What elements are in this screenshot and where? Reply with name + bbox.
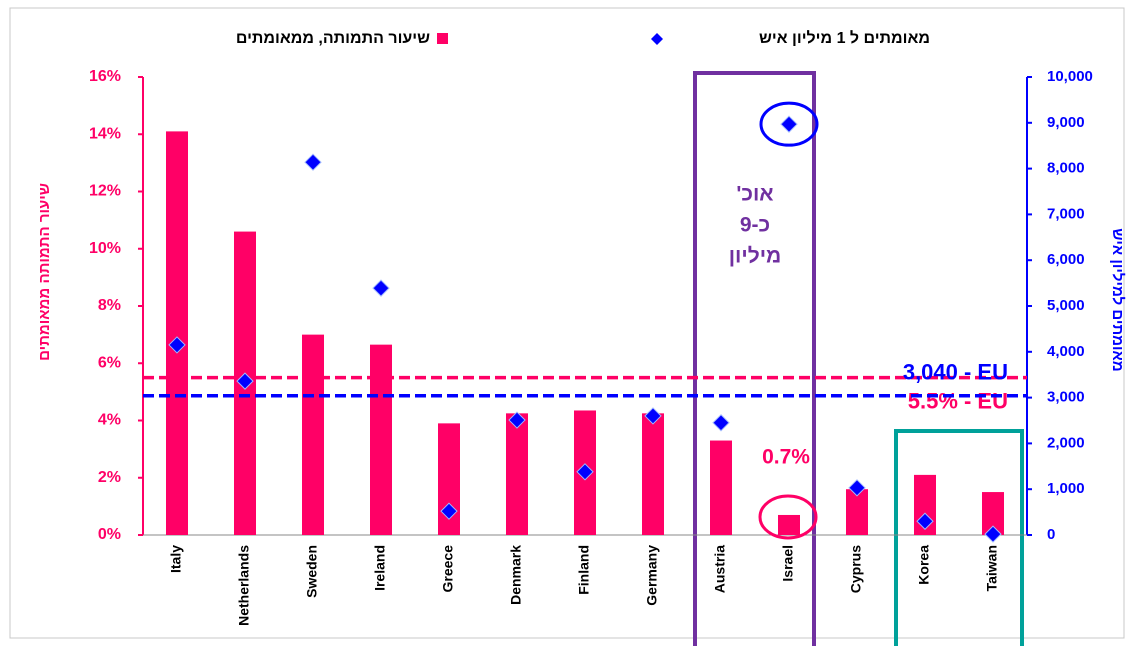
y2-tick-label: 9,000	[1047, 114, 1085, 131]
y2-tick-label: 8,000	[1047, 160, 1085, 177]
bar	[982, 492, 1004, 535]
marker	[440, 502, 458, 520]
y2-tick-label: 10,000	[1047, 68, 1093, 85]
y2-tick-label: 6,000	[1047, 251, 1085, 268]
x-tick-label: Netherlands	[236, 545, 252, 626]
marker	[780, 115, 798, 133]
bar	[438, 423, 460, 535]
y-tick-label: 6%	[98, 354, 121, 371]
marker	[984, 525, 1002, 543]
marker	[304, 153, 322, 171]
bar	[370, 344, 392, 535]
x-tick-label: Korea	[916, 545, 932, 585]
x-tick-label: Germany	[644, 545, 660, 606]
y2-tick-label: 5,000	[1047, 297, 1085, 314]
legend-swatch	[437, 33, 448, 44]
reference-label: 3,040 - EU	[903, 360, 1008, 385]
legend-label: מאומתים ל 1 מיליון איש	[759, 29, 930, 47]
marker	[644, 407, 662, 425]
marker	[916, 512, 934, 530]
bar	[642, 413, 664, 535]
chart-frame	[9, 7, 1125, 639]
marker	[508, 411, 526, 429]
x-tick-label: Denmark	[508, 545, 524, 605]
legend-swatch	[651, 33, 663, 45]
y-tick-label: 12%	[89, 183, 121, 200]
annotation: כ-9	[740, 214, 770, 237]
y-tick-label: 8%	[98, 297, 121, 314]
legend-label: שיעור התמותה, ממאומתים	[236, 30, 430, 47]
y-tick-label: 2%	[98, 469, 121, 486]
marker	[372, 279, 390, 297]
marker	[236, 372, 254, 390]
bar	[302, 334, 324, 535]
y2-tick-label: 1,000	[1047, 480, 1085, 497]
y-axis-title: שיעור התמותה ממאומתים	[36, 183, 53, 361]
bar	[846, 489, 868, 535]
bar	[166, 131, 188, 535]
y-tick-label: 16%	[89, 68, 121, 85]
y2-tick-label: 4,000	[1047, 343, 1085, 360]
y-tick-label: 4%	[98, 412, 121, 429]
highlight-circle	[758, 494, 818, 540]
marker	[712, 414, 730, 432]
annotation: אוכ'	[736, 183, 773, 206]
highlight-box	[693, 71, 816, 646]
y2-axis-title: מאומתים למיליון איש	[1109, 228, 1126, 371]
x-tick-label: Taiwan	[984, 545, 1000, 591]
marker	[168, 336, 186, 354]
x-tick-label: Sweden	[304, 545, 320, 598]
marker	[576, 463, 594, 481]
x-tick-label: Austria	[712, 545, 728, 593]
y2-tick-label: 3,000	[1047, 389, 1085, 406]
y2-tick-label: 0	[1047, 526, 1055, 543]
reference-label: 5.5% - EU	[908, 388, 1008, 413]
x-tick-label: Italy	[168, 545, 184, 573]
x-tick-label: Finland	[576, 545, 592, 595]
y-tick-label: 0%	[98, 526, 121, 543]
annotation: 0.7%	[762, 446, 810, 469]
y-tick-label: 14%	[89, 125, 121, 142]
y2-tick-label: 7,000	[1047, 205, 1085, 222]
x-tick-label: Israel	[780, 545, 796, 582]
marker	[848, 479, 866, 497]
highlight-box	[894, 429, 1024, 646]
x-tick-label: Ireland	[372, 545, 388, 591]
annotation: מיליון	[729, 245, 782, 268]
x-tick-label: Greece	[440, 545, 456, 593]
highlight-circle	[759, 101, 819, 147]
y2-tick-label: 2,000	[1047, 434, 1085, 451]
bar	[506, 413, 528, 535]
x-tick-label: Cyprus	[848, 545, 864, 593]
bar	[778, 514, 800, 535]
y-tick-label: 10%	[89, 240, 121, 257]
bar	[710, 440, 732, 535]
